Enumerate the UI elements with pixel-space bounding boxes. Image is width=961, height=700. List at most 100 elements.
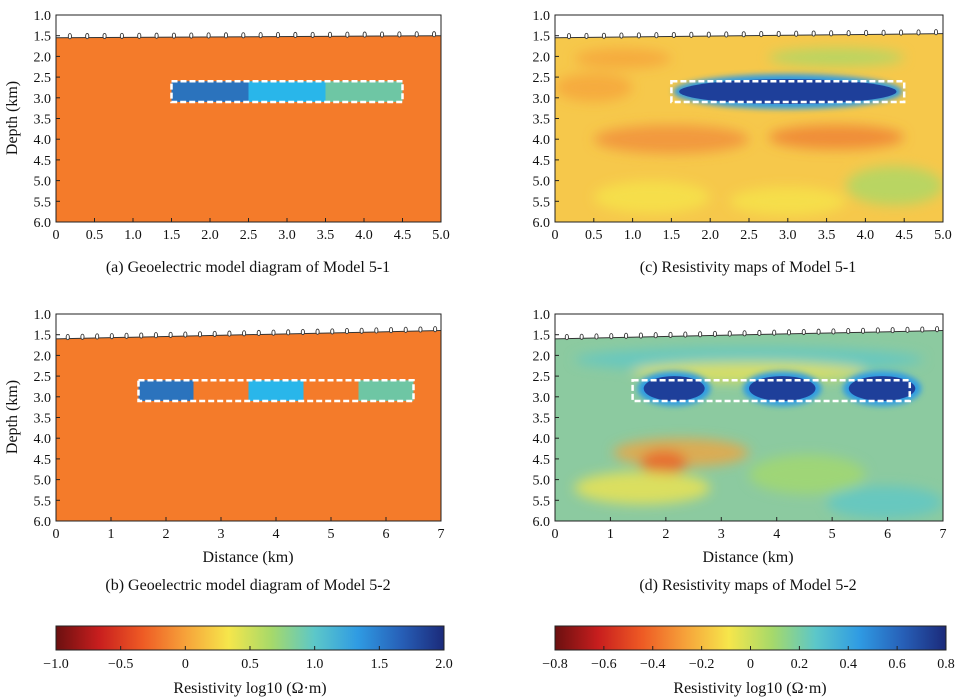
y-tick-label: 3.5 [533, 113, 551, 128]
x-tick-label: 2 [163, 527, 170, 542]
station-marker [433, 326, 438, 333]
station-marker [241, 32, 246, 39]
station-marker [846, 328, 851, 335]
station-marker [801, 328, 806, 336]
colorbar-left-ticks: −1.0 −0.5 0 0.5 1.0 1.5 2.0 [43, 646, 453, 672]
panel-d-xlabel: Distance (km) [702, 549, 793, 566]
station-marker [935, 326, 940, 333]
station-marker [860, 327, 866, 334]
panel-d-plot-area [555, 326, 943, 521]
x-tick-label: 2.0 [201, 228, 219, 243]
station-marker [698, 331, 703, 338]
station-marker [418, 326, 423, 333]
colorbar-left: −1.0 −0.5 0 0.5 1.0 1.5 2.0 Resistivity log10 … [43, 625, 453, 697]
panel-a-background [56, 35, 441, 222]
station-marker [388, 327, 394, 334]
station-marker [397, 31, 402, 38]
station-marker [727, 330, 732, 337]
x-tick-label: 2.0 [701, 228, 719, 243]
station-marker [905, 326, 910, 333]
station-marker [916, 29, 921, 36]
model-block-1 [138, 380, 194, 401]
anomaly-1 [679, 79, 897, 105]
station-marker [67, 33, 72, 40]
station-marker [286, 329, 291, 336]
x-tick-label: 3.5 [317, 228, 335, 243]
colorbar-right-ticks: −0.8 −0.6 −0.4 −0.2 0 0.2 0.4 0.6 0.8 [542, 646, 955, 672]
y-tick-label: 2.0 [533, 349, 551, 364]
panel-b-plot-area [56, 326, 441, 521]
y-tick-label: 3.0 [533, 92, 551, 107]
texture-patch [593, 180, 711, 214]
station-marker [124, 332, 129, 339]
x-tick-label: 3 [218, 527, 225, 542]
colorbar-tick-label: 0.6 [888, 657, 906, 672]
station-marker [584, 32, 589, 39]
station-marker [154, 32, 159, 39]
y-tick-label: 5.5 [34, 494, 52, 509]
texture-patch [768, 48, 905, 67]
texture-patch [826, 485, 943, 519]
colorbar-tick-label: 0 [182, 657, 189, 672]
panel-c-texture [555, 48, 943, 216]
y-tick-label: 3.5 [34, 412, 52, 427]
station-marker [403, 326, 408, 333]
y-tick-label: 2.0 [34, 349, 52, 364]
x-tick-label: 0.5 [86, 228, 104, 243]
x-tick-label: 7 [438, 527, 445, 542]
station-marker [609, 333, 614, 340]
colorbar-tick-label: 0.5 [241, 657, 259, 672]
station-marker [379, 31, 385, 38]
station-marker [619, 32, 624, 39]
y-tick-label: 3.0 [533, 391, 551, 406]
y-tick-label: 2.5 [533, 71, 551, 86]
y-tick-label: 1.0 [533, 9, 551, 24]
x-tick-label: 3 [718, 527, 725, 542]
x-tick-label: 4.5 [394, 228, 412, 243]
model-block-2 [248, 81, 326, 102]
y-tick-label: 2.5 [34, 71, 52, 86]
colorbar-tick-label: 1.0 [306, 657, 324, 672]
panel-a-x-ticks: 0 0.5 1.0 1.5 2.0 2.5 3.0 3.5 4.0 4.5 5.0 [53, 218, 450, 243]
x-tick-label: 4 [773, 527, 780, 542]
station-marker [706, 31, 711, 38]
station-marker [168, 331, 173, 338]
model-block-2 [248, 380, 304, 401]
y-tick-label: 1.0 [34, 308, 52, 323]
station-marker [271, 329, 276, 336]
station-marker [119, 32, 124, 39]
x-tick-label: 1 [108, 527, 115, 542]
station-marker [315, 328, 320, 335]
station-marker [293, 31, 298, 39]
x-tick-label: 0.5 [585, 228, 603, 243]
y-tick-label: 6.0 [533, 515, 551, 530]
y-tick-label: 3.5 [533, 412, 551, 427]
station-marker [362, 31, 367, 38]
y-tick-label: 1.5 [533, 30, 551, 45]
y-tick-label: 4.0 [34, 432, 52, 447]
station-marker [875, 327, 880, 334]
y-tick-label: 5.0 [533, 175, 551, 190]
x-tick-label: 5 [328, 527, 335, 542]
station-marker [579, 333, 584, 340]
x-tick-label: 4.0 [355, 228, 373, 243]
station-marker [95, 333, 100, 340]
x-tick-label: 0 [53, 228, 60, 243]
panel-c: 1.0 1.5 2.0 2.5 3.0 3.5 4.0 4.5 5.0 5.5 6.0 0 0.5 1.… [533, 9, 952, 276]
station-marker [811, 30, 816, 37]
x-tick-label: 5.0 [934, 228, 952, 243]
panel-a: 1.0 1.5 2.0 2.5 3.0 3.5 4.0 4.5 5.0 5.5 6.0 0 0.5 1.… [4, 9, 450, 276]
y-tick-label: 4.5 [533, 154, 551, 169]
station-marker [139, 332, 144, 339]
station-marker [816, 328, 821, 335]
x-tick-label: 1.5 [663, 228, 681, 243]
y-tick-label: 3.5 [34, 113, 52, 128]
x-tick-label: 3.0 [278, 228, 296, 243]
colorbar-tick-label: −1.0 [43, 657, 68, 672]
anomaly-3 [848, 376, 916, 401]
x-tick-label: 6 [383, 527, 390, 542]
colorbar-right-label: Resistivity log10 (Ω·m) [673, 680, 826, 697]
station-marker [786, 329, 792, 336]
x-tick-label: 1.0 [124, 228, 142, 243]
station-marker [757, 329, 762, 337]
